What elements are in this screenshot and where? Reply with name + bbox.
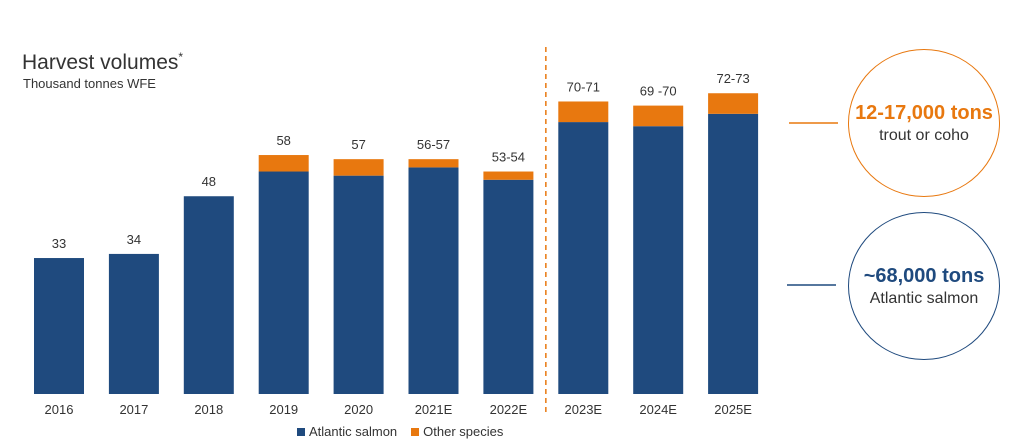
atlantic-salmon-callout: ~68,000 tons Atlantic salmon [848,212,1000,360]
x-tick-label-2017: 2017 [119,402,148,417]
legend-label-other-species: Other species [423,424,504,439]
title-footnote-mark: * [178,50,184,64]
bar-atlantic-salmon-2018 [183,196,234,394]
legend-swatch-atlantic-salmon [297,427,305,436]
data-label-2021E: 56-57 [417,137,450,152]
bar-other-species-2023E [558,101,609,123]
chart-title: Harvest volumes* [22,50,183,75]
x-tick-label-2025E: 2025E [714,402,752,417]
legend-item-other-species: Other species [411,424,503,439]
bar-atlantic-salmon-2022E [483,179,534,394]
bar-atlantic-salmon-2024E [633,126,684,394]
data-label-2016: 33 [52,236,66,251]
bar-atlantic-salmon-2020 [333,175,384,394]
other-species-callout: 12-17,000 tons trout or coho [848,49,1000,197]
data-label-2024E: 69 -70 [640,84,677,99]
bar-atlantic-salmon-2019 [258,171,309,394]
data-label-2018: 48 [202,174,216,189]
atlantic-salmon-callout-label: Atlantic salmon [869,289,979,307]
x-tick-label-2016: 2016 [45,402,74,417]
x-tick-label-2024E: 2024E [639,402,677,417]
atlantic-salmon-callout-value: ~68,000 tons [863,264,985,287]
data-label-2022E: 53-54 [492,150,525,165]
legend-item-atlantic-salmon: Atlantic salmon [297,424,397,439]
bar-atlantic-salmon-2021E [408,167,459,394]
bar-other-species-2024E [633,105,684,127]
legend-label-atlantic-salmon: Atlantic salmon [309,424,398,439]
x-tick-label-2021E: 2021E [415,402,453,417]
other-species-callout-value: 12-17,000 tons [855,101,993,124]
legend-swatch-other-species [411,427,420,436]
bar-other-species-2022E [483,171,534,180]
x-tick-label-2019: 2019 [269,402,298,417]
chart-subtitle: Thousand tonnes WFE [23,76,156,91]
data-label-2017: 34 [127,232,141,247]
x-tick-label-2023E: 2023E [565,402,603,417]
bar-atlantic-salmon-2025E [708,113,759,394]
x-tick-label-2022E: 2022E [490,402,528,417]
x-tick-label-2020: 2020 [344,402,373,417]
bar-other-species-2019 [258,155,309,172]
x-tick-label-2018: 2018 [194,402,223,417]
bar-atlantic-salmon-2016 [34,258,84,394]
data-label-2025E: 72-73 [716,71,749,86]
data-label-2020: 57 [351,137,365,152]
data-label-2023E: 70-71 [567,79,600,94]
other-species-callout-label: trout or coho [879,126,969,144]
chart-title-text: Harvest volumes [22,51,179,74]
data-label-2019: 58 [276,133,290,148]
bar-atlantic-salmon-2017 [108,253,159,394]
bar-other-species-2025E [708,93,759,114]
bar-other-species-2021E [408,159,459,168]
bar-atlantic-salmon-2023E [558,122,609,394]
chart-legend: Atlantic salmon Other species [297,424,503,439]
bar-other-species-2020 [333,159,384,176]
